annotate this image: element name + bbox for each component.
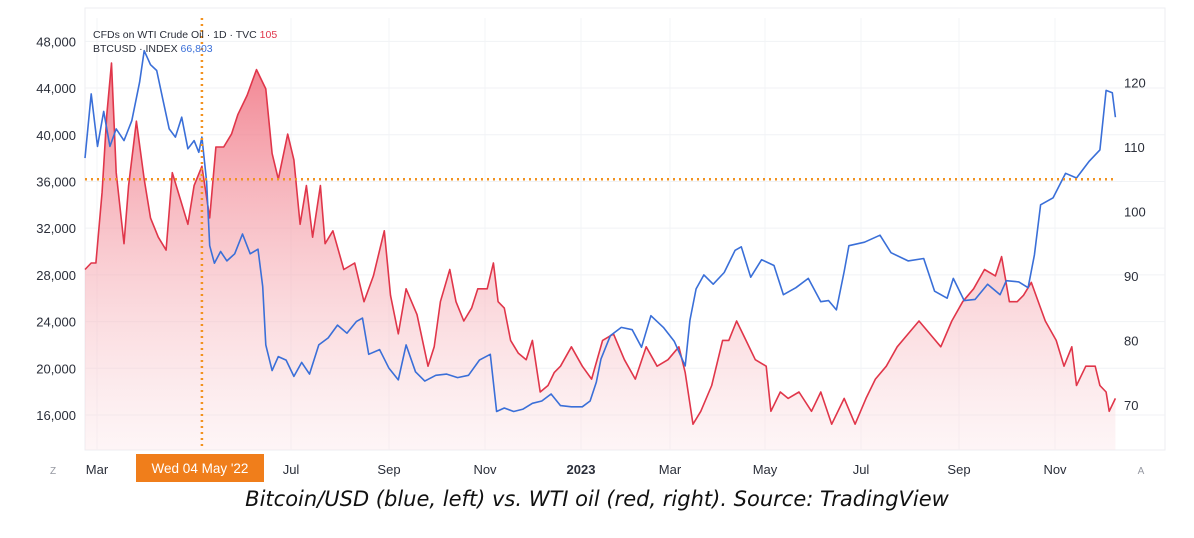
oil-area-fill [85, 63, 1116, 450]
right-y-axis: 120 110 100 90 80 70 [1124, 75, 1146, 412]
corner-right-label: A [1138, 466, 1145, 477]
right-tick-label: 90 [1124, 269, 1138, 284]
series-line-wti-oil [84, 62, 1117, 425]
crosshair-date-label: Wed 04 May '22 [152, 461, 249, 476]
left-tick-label: 48,000 [36, 34, 76, 49]
left-tick-label: 24,000 [36, 315, 76, 330]
x-tick-label: Nov [1043, 462, 1067, 477]
x-tick-label: Sep [947, 462, 970, 477]
x-tick-label: Sep [377, 462, 400, 477]
left-tick-label: 20,000 [36, 361, 76, 376]
legend-name: BTCUSD · INDEX [93, 43, 181, 55]
figure-caption: Bitcoin/USD (blue, left) vs. WTI oil (re… [245, 487, 949, 511]
left-tick-label: 32,000 [36, 221, 76, 236]
left-tick-label: 40,000 [36, 128, 76, 143]
legend-value: 105 [260, 29, 278, 41]
legend-item: BTCUSD · INDEX 66,803 [93, 43, 213, 55]
x-tick-label: Mar [659, 462, 682, 477]
left-y-axis: 48,000 44,000 40,000 36,000 32,000 28,000 24,0… [36, 34, 76, 423]
x-tick-label: May [753, 462, 778, 477]
right-tick-label: 70 [1124, 398, 1138, 413]
crosshair-layer [85, 18, 1117, 450]
x-tick-label: Mar [86, 462, 109, 477]
left-tick-label: 16,000 [36, 408, 76, 423]
x-tick-label: 2023 [567, 462, 596, 477]
series-line-btcusd [84, 49, 1117, 413]
oil-area-layer [85, 63, 1116, 450]
chart-canvas: 48,000 44,000 40,000 36,000 32,000 28,000 24,0… [36, 7, 1166, 482]
x-tick-label: Nov [473, 462, 497, 477]
left-tick-label: 36,000 [36, 174, 76, 189]
right-tick-label: 120 [1124, 75, 1146, 90]
x-tick-label: Jul [283, 462, 300, 477]
legend: CFDs on WTI Crude Oil · 1D · TVC 105 BTCU… [93, 29, 277, 55]
left-tick-label: 28,000 [36, 268, 76, 283]
right-tick-label: 80 [1124, 333, 1138, 348]
crosshair-date-badge [136, 454, 264, 482]
legend-name: CFDs on WTI Crude Oil · 1D · TVC [93, 29, 260, 41]
left-tick-label: 44,000 [36, 81, 76, 96]
x-axis: Mar Jul Sep Nov 2023 Mar May Jul Sep Nov Z A Wed 04 … [50, 454, 1145, 482]
series-line-layer [84, 49, 1117, 425]
right-tick-label: 110 [1124, 140, 1145, 155]
x-tick-label: Jul [853, 462, 870, 477]
corner-left-label: Z [50, 466, 56, 477]
right-tick-label: 100 [1124, 204, 1146, 219]
legend-item: CFDs on WTI Crude Oil · 1D · TVC 105 [93, 29, 277, 41]
legend-value: 66,803 [181, 43, 213, 55]
